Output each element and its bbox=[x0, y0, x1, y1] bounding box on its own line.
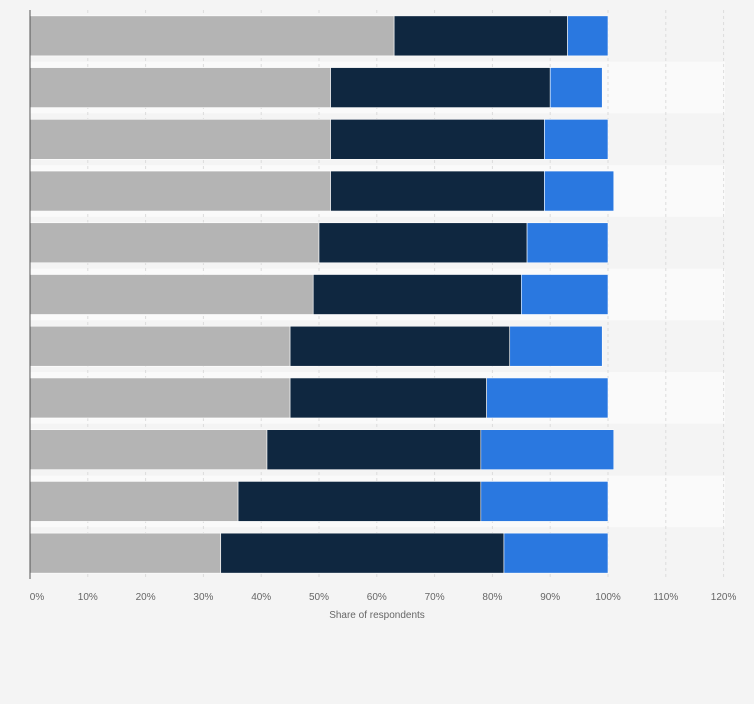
bar-segment-series-1[interactable] bbox=[29, 325, 291, 367]
bar-segment-series-1[interactable] bbox=[29, 274, 314, 315]
bar-segment-series-1[interactable] bbox=[29, 67, 331, 108]
x-tick-label: 20% bbox=[136, 592, 156, 603]
bar-segment-series-3[interactable] bbox=[520, 274, 609, 315]
bar-segment-series-3[interactable] bbox=[509, 325, 603, 367]
x-tick-label: 120% bbox=[711, 592, 737, 603]
bar-segment-series-2[interactable] bbox=[330, 170, 545, 212]
bar-segment-series-2[interactable] bbox=[318, 222, 528, 264]
bar-segment-series-1[interactable] bbox=[29, 377, 291, 419]
bar-segment-series-1[interactable] bbox=[29, 170, 331, 212]
x-tick-label: 10% bbox=[78, 592, 98, 603]
tick-labels: 0% 10% 20% 30% 40% 50% 60% 70% 80% 90% 100% 110% 120… bbox=[30, 592, 737, 603]
bar-segment-series-3[interactable] bbox=[503, 532, 609, 574]
x-tick-label: 0% bbox=[30, 592, 45, 603]
x-tick-label: 60% bbox=[367, 592, 387, 603]
bar-segment-series-3[interactable] bbox=[544, 119, 609, 160]
bar-segment-series-3[interactable] bbox=[480, 481, 609, 522]
bar-segment-series-3[interactable] bbox=[480, 429, 615, 470]
bar-segment-series-2[interactable] bbox=[330, 67, 551, 108]
bar-segment-series-2[interactable] bbox=[237, 481, 482, 522]
bar-segment-series-1[interactable] bbox=[29, 15, 395, 57]
x-tick-label: 90% bbox=[540, 592, 560, 603]
bar-segment-series-3[interactable] bbox=[549, 67, 603, 108]
bar-segment-series-1[interactable] bbox=[29, 481, 239, 522]
bar-segment-series-2[interactable] bbox=[289, 377, 487, 419]
bar-segment-series-2[interactable] bbox=[393, 15, 568, 57]
bar-segment-series-1[interactable] bbox=[29, 222, 320, 264]
bars bbox=[29, 15, 615, 574]
bar-segment-series-1[interactable] bbox=[29, 429, 268, 470]
bar-segment-series-2[interactable] bbox=[266, 429, 482, 470]
bar-segment-series-3[interactable] bbox=[486, 377, 609, 419]
bar-segment-series-3[interactable] bbox=[526, 222, 609, 264]
bar-segment-series-1[interactable] bbox=[29, 532, 222, 574]
x-tick-label: 80% bbox=[482, 592, 502, 603]
x-tick-label: 100% bbox=[595, 592, 621, 603]
bar-segment-series-2[interactable] bbox=[220, 532, 505, 574]
bar-segment-series-3[interactable] bbox=[567, 15, 609, 57]
bar-segment-series-2[interactable] bbox=[330, 119, 545, 160]
x-tick-label: 50% bbox=[309, 592, 329, 603]
x-tick-label: 30% bbox=[193, 592, 213, 603]
bar-segment-series-2[interactable] bbox=[312, 274, 522, 315]
x-axis-label: Share of respondents bbox=[329, 610, 425, 621]
x-tick-label: 110% bbox=[653, 592, 678, 603]
x-tick-label: 40% bbox=[251, 592, 271, 603]
bar-segment-series-2[interactable] bbox=[289, 325, 511, 367]
bar-segment-series-3[interactable] bbox=[544, 170, 615, 212]
x-tick-label: 70% bbox=[425, 592, 445, 603]
bar-segment-series-1[interactable] bbox=[29, 119, 331, 160]
